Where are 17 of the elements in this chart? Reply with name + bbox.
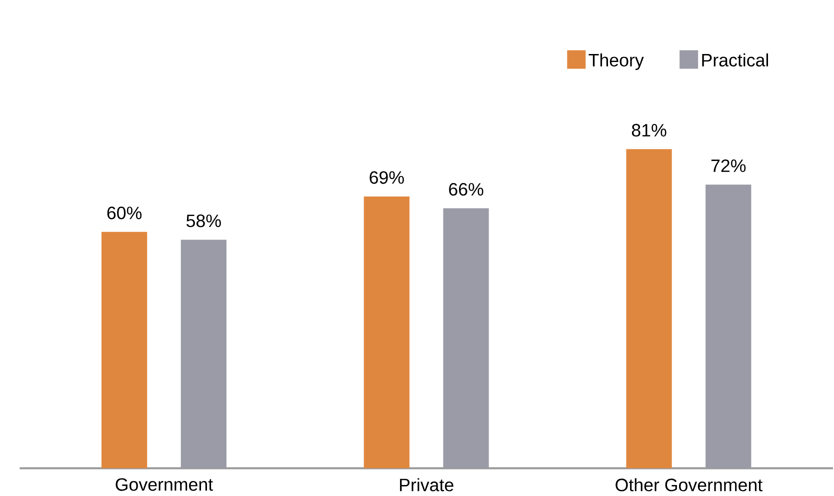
data-label: 66%: [449, 183, 484, 196]
data-label: 69%: [370, 171, 404, 184]
data-label: 60%: [107, 206, 142, 220]
legend-label: Theory: [588, 54, 644, 70]
legend-label: Practical: [702, 54, 768, 67]
bar: [364, 196, 410, 468]
data-label: 72%: [711, 160, 746, 172]
bar: [443, 208, 489, 468]
bar: [706, 184, 752, 468]
x-tick-label: Other Government: [616, 478, 762, 492]
bar: [626, 149, 672, 468]
data-label: 58%: [186, 214, 221, 228]
x-tick-label: Private: [400, 478, 454, 492]
bar: [180, 240, 226, 468]
x-tick-label: Government: [116, 478, 213, 491]
bar: [101, 232, 148, 468]
data-label: 81%: [632, 124, 666, 137]
